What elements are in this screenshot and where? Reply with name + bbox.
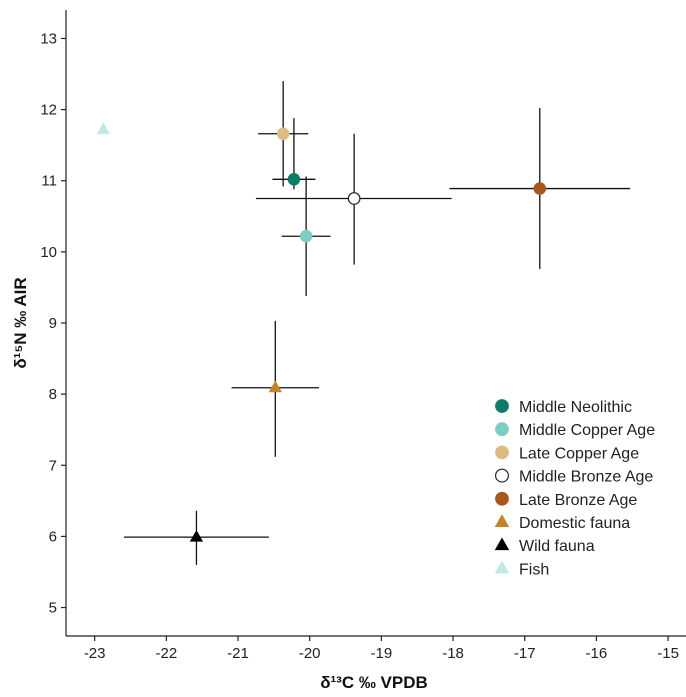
- legend-item: Wild fauna: [494, 537, 595, 555]
- x-tick-label: -22: [156, 645, 178, 662]
- y-ticks: 5 6 7 8 9 10 11 12 13: [40, 30, 66, 617]
- legend-marker: [494, 560, 510, 574]
- x-tick-label: -18: [442, 645, 464, 662]
- data-point: [299, 229, 313, 243]
- legend-label: Late Copper Age: [519, 445, 639, 462]
- legend-marker: [495, 399, 509, 413]
- x-tick-label: -17: [514, 645, 536, 662]
- legend-item: Middle Copper Age: [495, 422, 655, 439]
- legend-item: Late Copper Age: [495, 445, 639, 462]
- y-tick-label: 8: [49, 386, 57, 403]
- series-middle-neolithic: [272, 118, 316, 190]
- legend-label: Middle Bronze Age: [519, 469, 653, 486]
- x-tick-label: -19: [371, 645, 393, 662]
- series-middle-copper-age: [281, 176, 331, 296]
- x-ticks: -23 -22 -21 -20 -19 -18 -17 -16 -15: [84, 636, 679, 662]
- series-late-bronze-age: [449, 108, 631, 269]
- series-fish: [96, 122, 110, 135]
- plot-area: [96, 81, 631, 565]
- data-point: [189, 530, 204, 542]
- y-tick-label: 9: [49, 315, 57, 332]
- legend-item: Middle Neolithic: [495, 399, 632, 416]
- y-tick-label: 7: [49, 457, 57, 474]
- series-middle-bronze-age: [255, 133, 452, 265]
- legend-marker: [495, 445, 509, 460]
- x-tick-label: -20: [299, 645, 321, 662]
- legend: Middle Neolithic Middle Copper Age Late Co…: [494, 399, 655, 578]
- legend-marker: [494, 514, 510, 527]
- y-tick-label: 11: [41, 173, 57, 190]
- y-tick-label: 13: [40, 30, 57, 47]
- legend-marker: [495, 422, 509, 437]
- legend-marker: [495, 468, 510, 483]
- y-axis-title: δ¹⁵N ‰ AIR: [11, 277, 30, 368]
- legend-label: Wild fauna: [519, 538, 595, 555]
- series-domestic-fauna: [231, 320, 320, 457]
- legend-item: Middle Bronze Age: [495, 468, 653, 486]
- legend-label: Domestic fauna: [519, 515, 630, 532]
- data-point: [533, 182, 547, 195]
- legend-item: Domestic fauna: [494, 514, 630, 532]
- data-point: [287, 173, 301, 186]
- y-tick-label: 5: [49, 600, 57, 617]
- y-tick-label: 6: [49, 528, 57, 545]
- legend-label: Middle Neolithic: [519, 399, 632, 416]
- data-point: [347, 192, 361, 205]
- legend-label: Middle Copper Age: [519, 422, 655, 439]
- series-wild-fauna: [124, 510, 269, 565]
- legend-item: Late Bronze Age: [495, 491, 637, 509]
- data-point: [276, 127, 290, 141]
- x-tick-label: -16: [586, 645, 608, 662]
- x-tick-label: -21: [227, 645, 249, 662]
- legend-marker: [495, 491, 509, 506]
- legend-item: Fish: [494, 560, 549, 578]
- legend-marker: [494, 537, 510, 551]
- legend-label: Late Bronze Age: [519, 492, 637, 509]
- y-tick-label: 12: [40, 102, 57, 119]
- legend-label: Fish: [519, 561, 549, 578]
- y-tick-label: 10: [40, 244, 57, 261]
- series-late-copper-age: [258, 81, 309, 187]
- x-tick-label: -23: [84, 645, 106, 662]
- data-point: [268, 380, 282, 393]
- x-axis-title: δ¹³C ‰ VPDB: [320, 673, 428, 692]
- x-tick-label: -15: [657, 645, 679, 662]
- data-point: [96, 122, 110, 135]
